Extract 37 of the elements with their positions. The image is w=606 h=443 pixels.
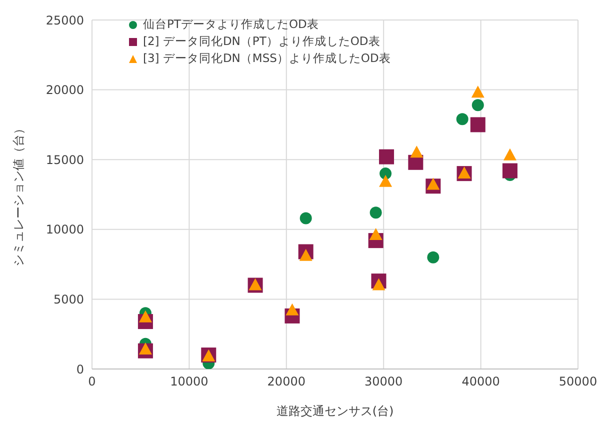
y-tick-label: 0 <box>76 362 84 376</box>
point <box>502 163 518 178</box>
point <box>286 303 299 316</box>
y-tick-label: 20000 <box>46 83 84 98</box>
point <box>471 86 484 98</box>
point <box>379 149 394 164</box>
point <box>379 174 392 187</box>
y-tick-label: 15000 <box>46 152 84 167</box>
legend-label: [2] データ同化DN（PT）より作成したOD表 <box>143 33 380 50</box>
legend-label: 仙台PTデータより作成したOD表 <box>143 16 319 33</box>
x-tick-label: 10000 <box>170 374 208 389</box>
x-tick-label: 30000 <box>364 374 403 389</box>
x-tick-label: 40000 <box>462 374 500 389</box>
point <box>380 168 392 180</box>
point <box>138 342 152 354</box>
point <box>370 206 382 219</box>
point <box>300 212 312 224</box>
x-axis-title: 道路交通センサス(台) <box>276 404 394 418</box>
x-tick-label: 20000 <box>267 374 306 389</box>
point <box>426 178 440 190</box>
point <box>472 99 484 112</box>
point <box>503 148 516 160</box>
y-tick-label: 10000 <box>46 222 84 237</box>
legend-label: [3] データ同化DN（MSS）より作成したOD表 <box>143 50 391 67</box>
point <box>456 113 468 126</box>
y-tick-label: 5000 <box>53 292 84 306</box>
y-axis-title: シミュレーション値（台） <box>11 122 26 266</box>
x-tick-label: 0 <box>88 374 96 389</box>
point <box>410 146 424 158</box>
y-tick-label: 25000 <box>46 13 84 28</box>
point <box>372 278 386 290</box>
point <box>427 251 440 264</box>
point <box>138 310 152 322</box>
x-tick-label: 50000 <box>558 374 598 389</box>
point <box>369 228 382 240</box>
point <box>299 248 312 261</box>
point <box>470 117 486 132</box>
